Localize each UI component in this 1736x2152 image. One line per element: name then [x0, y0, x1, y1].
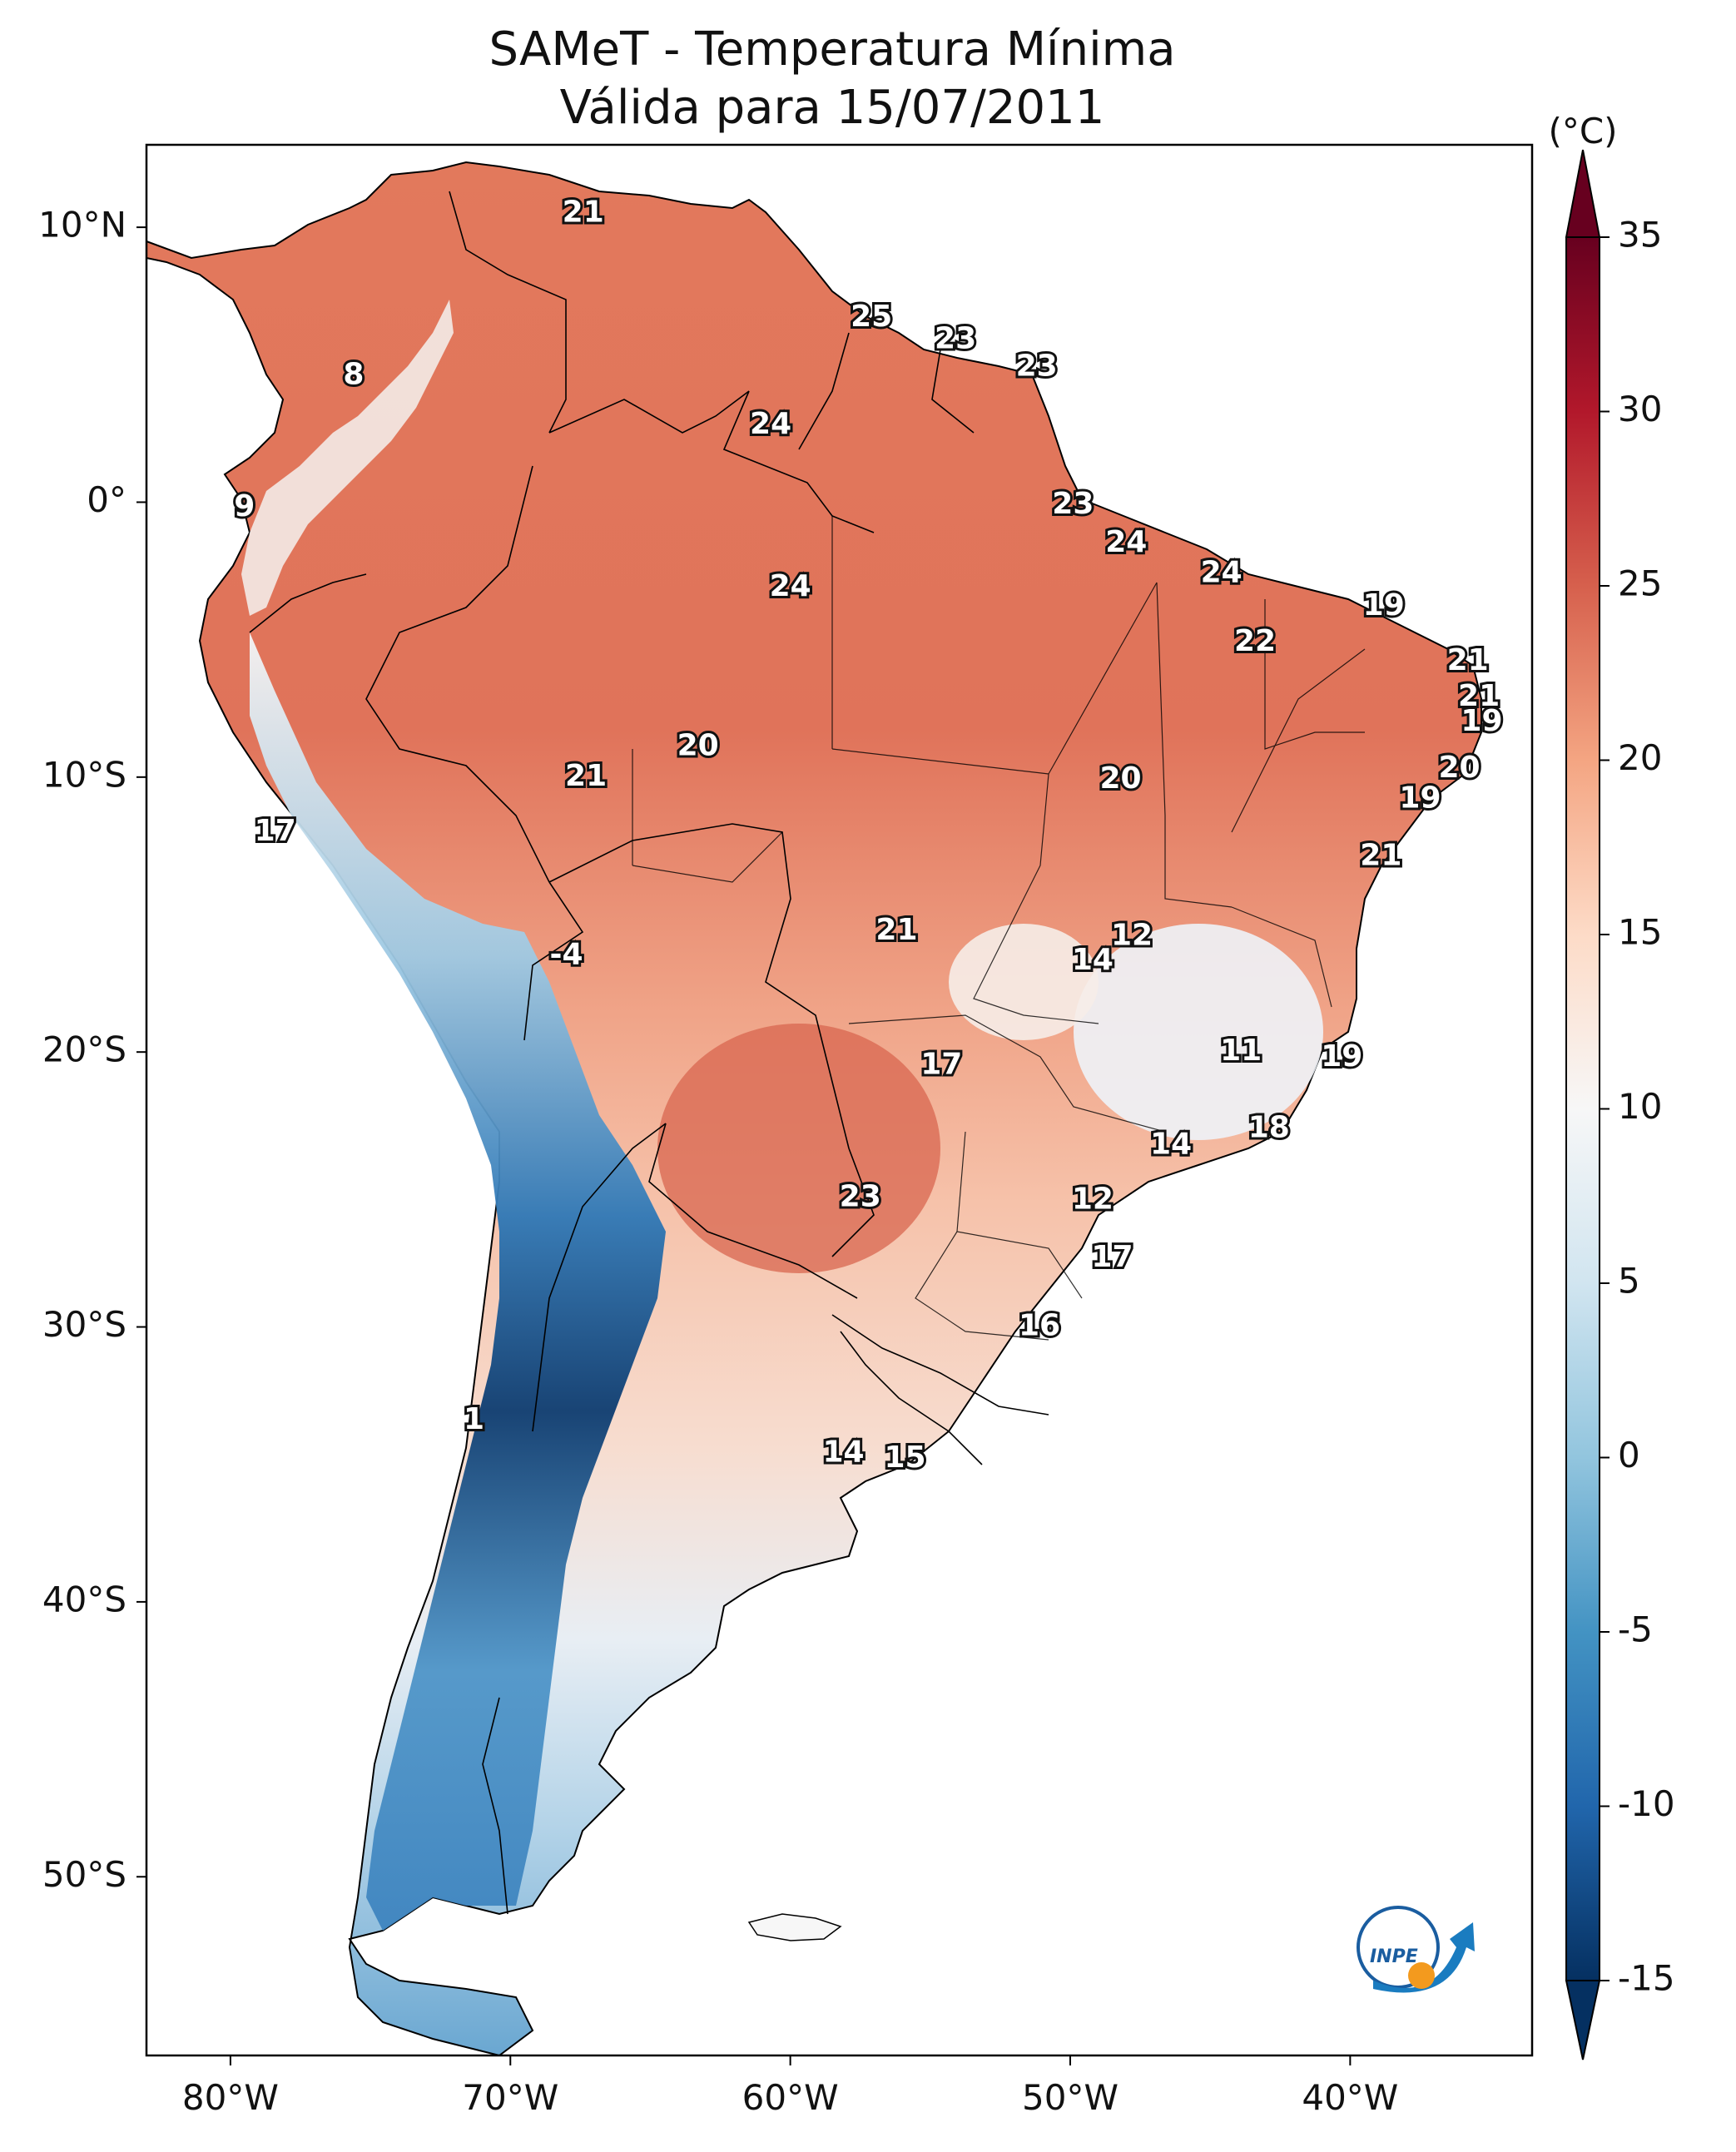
country-borders: [249, 191, 1049, 1915]
map-title-line2: Válida para 15/07/2011: [560, 81, 1105, 135]
lat-tick-label: 30°S: [42, 1304, 126, 1345]
station-value: 21: [1447, 643, 1489, 677]
station-value: 14: [822, 1435, 864, 1470]
lon-tick-label: 80°W: [182, 2077, 279, 2118]
station-value: -4: [550, 938, 583, 972]
lat-tick-label: 10°N: [38, 205, 126, 245]
station-value: 23: [1016, 350, 1058, 384]
falkland-islands: [747, 1913, 842, 1941]
station-value: 17: [255, 814, 296, 848]
station-value: 23: [935, 322, 976, 356]
station-value: 24: [1105, 525, 1147, 559]
station-value: 20: [1099, 761, 1141, 796]
colorbar-tick-label: 30: [1618, 389, 1662, 429]
colorbar-top-extend: [1565, 149, 1601, 238]
colorbar-tick-label: -15: [1618, 1958, 1675, 1999]
plot-frame: [145, 143, 1534, 2057]
station-value: 23: [1052, 487, 1094, 521]
colorbar-tick-label: 25: [1618, 563, 1662, 604]
station-value: 19: [1461, 704, 1502, 738]
lat-tick-label: 50°S: [42, 1854, 126, 1895]
southeast-brazil-cool-area: [1074, 924, 1323, 1140]
station-value: 18: [1248, 1111, 1290, 1145]
station-value: 19: [1321, 1039, 1362, 1074]
lon-tick-label: 60°W: [742, 2077, 839, 2118]
logo-sun-icon: [1408, 1962, 1435, 1989]
northern-andes-strip: [241, 300, 454, 616]
station-value: 9: [234, 489, 255, 523]
station-value: 14: [1072, 943, 1114, 977]
colorbar-tick-label: 0: [1618, 1435, 1640, 1475]
station-value: 22: [1234, 624, 1276, 658]
station-value: 16: [1019, 1309, 1060, 1343]
colorbar-tick-label: 15: [1618, 912, 1662, 953]
station-value: 24: [1201, 555, 1242, 589]
latitude-axis: 10°N 0° 10°S 20°S 30°S 40°S 50°S: [38, 205, 146, 1895]
lat-tick-label: 10°S: [42, 754, 126, 795]
colorbar-tick-label: 35: [1618, 215, 1662, 255]
lon-tick-label: 40°W: [1302, 2077, 1398, 2118]
state-borders: [632, 516, 1366, 1341]
colorbar-tick-label: 5: [1618, 1261, 1640, 1302]
station-value: 17: [920, 1048, 962, 1082]
station-value: 20: [677, 728, 719, 762]
colorbar-tick-label: -5: [1618, 1609, 1653, 1650]
station-value: 12: [1072, 1183, 1114, 1217]
station-value: 15: [884, 1440, 925, 1475]
andes-cold-band: [250, 632, 666, 1931]
station-value: 21: [565, 759, 607, 793]
station-value: 11: [1220, 1034, 1262, 1068]
station-value: 1: [464, 1402, 484, 1436]
central-brazil-cool-area: [949, 924, 1099, 1040]
station-value: 24: [770, 569, 811, 603]
inpe-logo: INPE: [1357, 1906, 1475, 1993]
station-value: 20: [1438, 751, 1480, 785]
map-title-line1: SAMeT - Temperatura Mínima: [489, 22, 1175, 77]
colorbar-tick-label: 20: [1618, 737, 1662, 778]
station-value: 14: [1150, 1128, 1192, 1162]
lat-tick-label: 0°: [87, 479, 126, 520]
colorbar-ticks: 35 30 25 20 15 10 5 0 -5 -10 -15: [1600, 215, 1675, 1999]
station-value: 25: [851, 300, 892, 334]
colorbar-bottom-extend: [1565, 1980, 1601, 2060]
station-value: 21: [875, 913, 917, 947]
colorbar-gradient: [1565, 236, 1600, 1981]
station-value: 21: [1360, 839, 1401, 873]
station-value: 17: [1091, 1240, 1133, 1274]
colorbar-tick-label: 10: [1618, 1086, 1662, 1127]
station-value: 23: [840, 1179, 881, 1213]
svg-text:INPE: INPE: [1370, 1946, 1418, 1967]
colorbar: (°C) 35 30 25 20 15 10 5 0 -5 -10 -15: [1548, 111, 1675, 2060]
longitude-axis: 80°W 70°W 60°W 50°W 40°W: [182, 2055, 1398, 2118]
station-value: 8: [343, 358, 364, 392]
station-value: 12: [1111, 918, 1153, 952]
station-value: 21: [563, 196, 604, 230]
station-value: 19: [1399, 781, 1441, 815]
station-value: 24: [750, 407, 791, 441]
colorbar-unit: (°C): [1548, 111, 1617, 151]
colorbar-tick-label: -10: [1618, 1783, 1675, 1824]
chaco-warm-area: [657, 1024, 940, 1273]
lon-tick-label: 70°W: [462, 2077, 558, 2118]
station-value: 21: [1458, 679, 1500, 713]
station-value: 19: [1363, 588, 1405, 622]
lat-tick-label: 40°S: [42, 1579, 126, 1619]
lon-tick-label: 50°W: [1022, 2077, 1118, 2118]
lat-tick-label: 20°S: [42, 1029, 126, 1070]
logo-arrow-icon: [1373, 1922, 1475, 1993]
